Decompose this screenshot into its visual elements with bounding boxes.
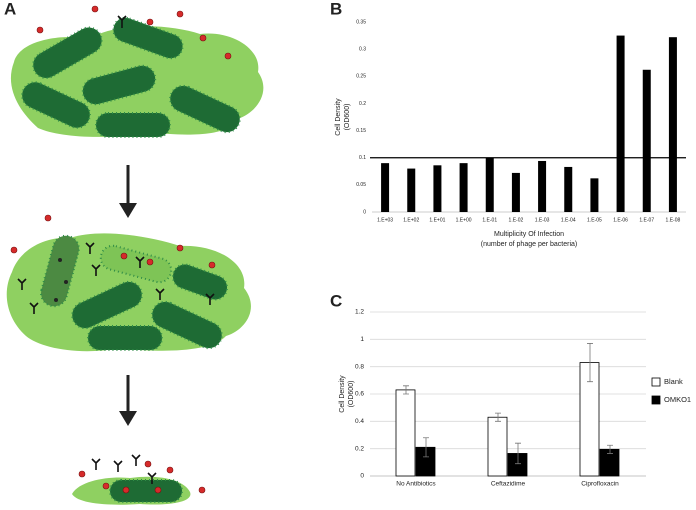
x-tick-label: 1.E-03 — [535, 217, 550, 223]
bar — [590, 178, 599, 212]
y-axis-label: (OD600) — [348, 381, 355, 408]
bar — [668, 37, 677, 213]
bar — [459, 163, 468, 212]
bar — [381, 163, 390, 212]
bar — [616, 35, 625, 213]
error-bar — [587, 343, 593, 383]
bar — [511, 172, 520, 212]
y-axis-label: Cell Density — [335, 98, 342, 136]
y-tick-label: 0.2 — [359, 101, 366, 107]
y-tick-label: 0.2 — [355, 445, 364, 452]
bar — [507, 453, 528, 477]
y-tick-label: 1 — [360, 336, 364, 343]
error-bar — [495, 412, 501, 422]
x-tick-label: 1.E-01 — [482, 217, 497, 223]
y-tick-label: 0.3 — [359, 46, 366, 52]
x-tick-label: No Antibiotics — [396, 481, 436, 488]
y-tick-label: 0.35 — [356, 19, 366, 25]
y-tick-label: 0.05 — [356, 182, 366, 188]
bar — [579, 362, 600, 477]
error-bar — [403, 385, 409, 395]
x-axis-label: (number of phage per bacteria) — [481, 241, 578, 248]
bar — [538, 160, 547, 212]
bar — [485, 157, 494, 212]
illustration — [6, 5, 264, 505]
x-tick-label: 1.E+02 — [403, 217, 419, 223]
y-tick-label: 1.2 — [355, 309, 364, 316]
x-tick-label: 1.E-08 — [666, 217, 681, 223]
y-tick-label: 0.6 — [355, 391, 364, 398]
bar — [407, 168, 416, 212]
legend-swatch — [651, 395, 661, 405]
legend-label: Blank — [664, 377, 683, 386]
bar — [415, 446, 436, 477]
bar — [642, 69, 651, 213]
y-tick-label: 0.25 — [356, 74, 366, 80]
bar — [433, 165, 442, 212]
x-tick-label: Ceftazidime — [491, 481, 526, 488]
x-tick-label: 1.E+03 — [377, 217, 393, 223]
x-tick-label: 1.E+01 — [429, 217, 445, 223]
y-tick-label: 0.8 — [355, 363, 364, 370]
x-tick-label: 1.E+00 — [456, 217, 472, 223]
bar — [487, 416, 508, 477]
panel-label: C — [330, 291, 342, 310]
bar — [395, 389, 416, 477]
x-tick-label: 1.E-06 — [613, 217, 628, 223]
x-axis-label: Multiplicity Of Infection — [494, 231, 564, 238]
error-bar — [515, 442, 521, 465]
x-tick-label: 1.E-07 — [639, 217, 654, 223]
legend-swatch — [651, 377, 661, 387]
x-tick-label: 1.E-05 — [587, 217, 602, 223]
panel-label: B — [330, 0, 342, 18]
y-axis-label: (OD600) — [344, 104, 351, 131]
y-tick-label: 0.15 — [356, 128, 366, 134]
y-tick-label: 0 — [360, 473, 364, 480]
y-tick-label: 0 — [363, 209, 366, 215]
y-tick-label: 0.4 — [355, 418, 364, 425]
legend-label: OMKO1 — [664, 395, 691, 404]
y-axis-label: Cell Density — [339, 375, 346, 413]
panel-label: A — [4, 0, 16, 18]
bar — [564, 166, 573, 212]
x-tick-label: 1.E-02 — [509, 217, 524, 223]
y-tick-label: 0.1 — [359, 155, 366, 161]
error-bar — [423, 437, 429, 458]
x-tick-label: Ciprofloxacin — [581, 481, 619, 488]
error-bar — [607, 444, 613, 454]
bar — [599, 448, 620, 477]
x-tick-label: 1.E-04 — [561, 217, 576, 223]
